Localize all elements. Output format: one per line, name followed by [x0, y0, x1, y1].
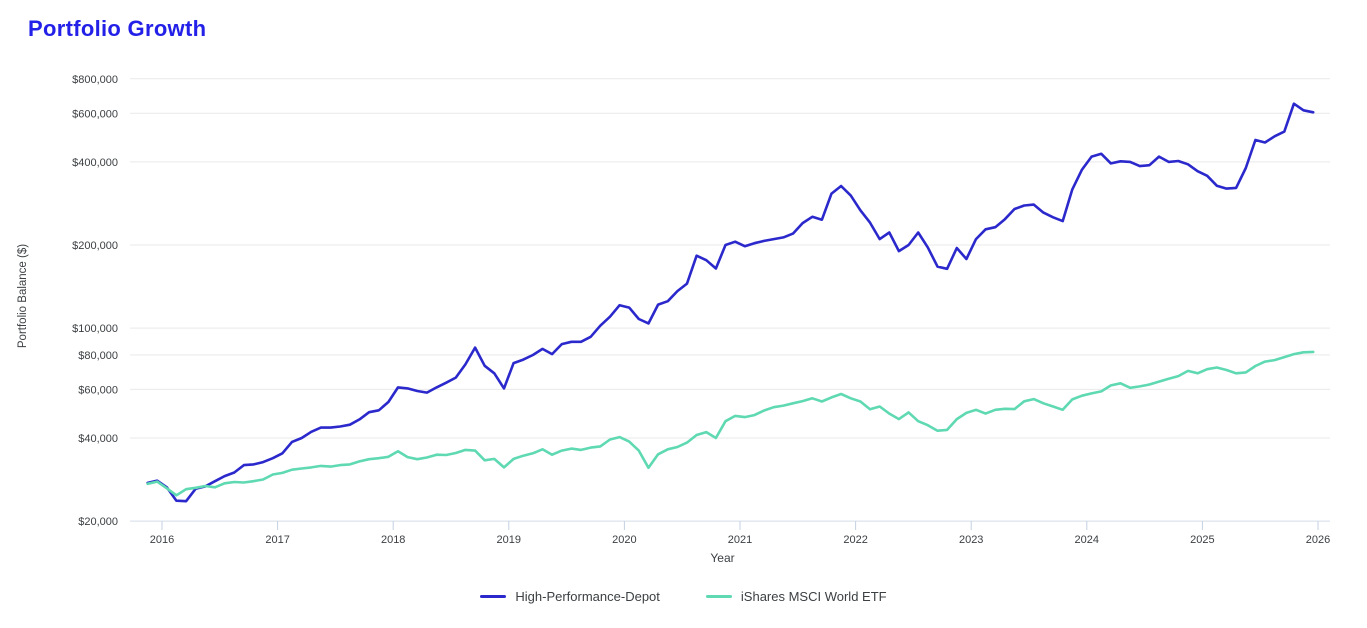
- x-tick-label: 2022: [843, 534, 867, 546]
- y-axis-title: Portfolio Balance ($): [17, 243, 29, 349]
- legend-swatch-ishares-msci-world-etf: [705, 595, 732, 598]
- x-tick-label: 2023: [959, 534, 983, 546]
- series-line-ishares-msci-world-etf[interactable]: [146, 350, 1315, 497]
- x-tick-label: 2025: [1190, 534, 1214, 546]
- y-tick-label: $80,000: [78, 350, 118, 362]
- x-tick-label: 2017: [265, 534, 289, 546]
- x-tick-label: 2021: [728, 534, 752, 546]
- y-tick-label: $600,000: [72, 108, 118, 120]
- y-tick-label: $20,000: [78, 516, 118, 528]
- legend-item-ishares-msci-world-etf[interactable]: iShares MSCI World ETF: [705, 589, 887, 604]
- series-line-high-performance-depot[interactable]: [146, 102, 1315, 503]
- y-tick-label: $40,000: [78, 433, 118, 445]
- x-axis-title: Year: [710, 551, 735, 565]
- legend-label: High-Performance-Depot: [515, 589, 660, 604]
- x-tick-label: 2020: [612, 534, 636, 546]
- x-tick-label: 2024: [1075, 534, 1099, 546]
- x-tick-label: 2019: [497, 534, 521, 546]
- page-title: Portfolio Growth: [28, 16, 207, 41]
- x-tick-label: 2026: [1306, 534, 1330, 546]
- legend-label: iShares MSCI World ETF: [740, 589, 887, 604]
- y-tick-label: $800,000: [72, 74, 118, 86]
- x-tick-label: 2018: [381, 534, 405, 546]
- legend-item-high-performance-depot[interactable]: High-Performance-Depot: [480, 589, 660, 604]
- legend-swatch-high-performance-depot: [480, 595, 507, 598]
- y-tick-label: $100,000: [72, 323, 118, 335]
- x-tick-label: 2016: [150, 534, 174, 546]
- y-tick-label: $400,000: [72, 157, 118, 169]
- y-tick-label: $200,000: [72, 240, 118, 252]
- chart-legend: High-Performance-Depot iShares MSCI World…: [0, 589, 1367, 604]
- y-tick-label: $60,000: [78, 384, 118, 396]
